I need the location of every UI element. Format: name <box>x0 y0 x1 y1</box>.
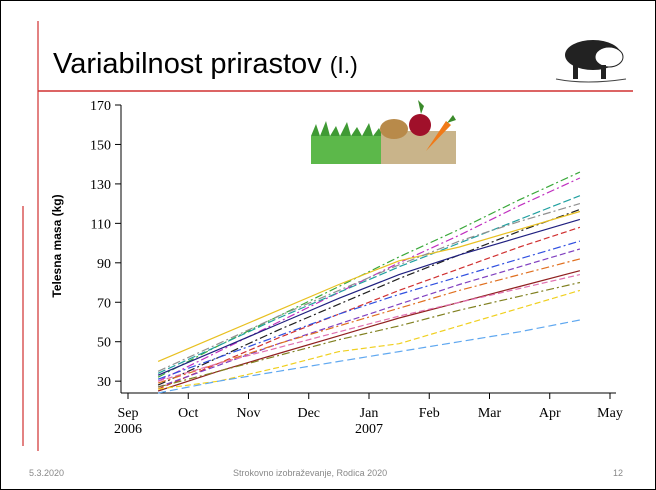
y-tick-label: 30 <box>97 375 111 390</box>
slide-title: Variabilnost prirastov (I.) <box>53 48 358 80</box>
y-axis-label: Telesna masa (kg) <box>50 194 64 297</box>
footer-date: 5.3.2020 <box>29 468 64 478</box>
series-line <box>158 241 580 379</box>
slide: Variabilnost prirastov (I.) Telesna masa… <box>0 0 656 490</box>
x-tick-label: Dec <box>279 406 339 422</box>
y-tick-label: 150 <box>90 138 111 153</box>
series-line <box>158 249 580 387</box>
x-tick-label: Apr <box>520 406 580 422</box>
x-tick-label: Feb <box>399 406 459 422</box>
footer-page: 12 <box>613 468 623 478</box>
x-tick-label: Mar <box>460 406 520 422</box>
y-tick-label: 170 <box>90 99 111 114</box>
y-tick-label: 50 <box>97 336 111 351</box>
x-tick-label: Oct <box>158 406 218 422</box>
x-tick-label: Nov <box>219 406 279 422</box>
series-line <box>158 290 580 389</box>
y-tick-label: 70 <box>97 296 111 311</box>
y-tick-label: 130 <box>90 178 111 193</box>
footer-text: Strokovno izobraževanje, Rodica 2020 <box>233 468 387 478</box>
x-tick-label: Jan 2007 <box>339 406 399 438</box>
vegetables-image <box>311 98 456 164</box>
y-tick-label: 90 <box>97 257 111 272</box>
x-tick-label: Sep 2006 <box>98 406 158 438</box>
series-line <box>158 275 580 382</box>
y-tick-label: 110 <box>91 217 111 232</box>
series-line <box>158 178 580 381</box>
series-line <box>158 172 580 377</box>
x-tick-label: May <box>580 406 640 422</box>
pig-icon <box>556 40 626 82</box>
